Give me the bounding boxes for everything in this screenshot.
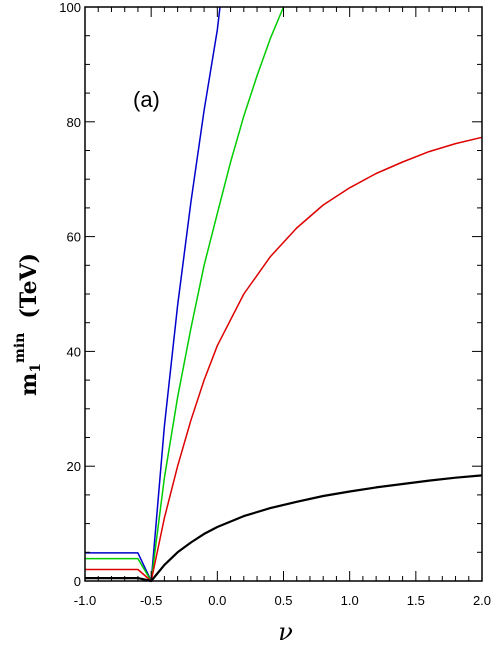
y-tick-label: 0 <box>74 574 81 589</box>
series-line-4 <box>85 474 483 583</box>
panel-label: (a) <box>133 87 160 112</box>
x-tick-label: 1.0 <box>341 593 359 608</box>
x-tick-label: 0.5 <box>274 593 292 608</box>
x-tick-label: 1.5 <box>407 593 425 608</box>
y-tick-label: 80 <box>67 115 81 130</box>
x-tick-label: 0.0 <box>208 593 226 608</box>
y-axis-label-sub: 1 <box>28 363 44 373</box>
y-tick-label: 20 <box>67 459 81 474</box>
series-line-3 <box>85 136 483 582</box>
x-tick-label: -1.0 <box>74 593 96 608</box>
svg-text:m1min(TeV): m1min (TeV) <box>12 253 44 396</box>
y-axis-label-main: m <box>16 373 42 396</box>
y-axis-label-unit: (TeV) <box>16 253 42 319</box>
series-line-1 <box>85 6 221 582</box>
y-axis-label-sup: min <box>12 333 28 363</box>
y-tick-label: 40 <box>67 344 81 359</box>
x-tick-label: 2.0 <box>473 593 491 608</box>
x-tick-label: -0.5 <box>140 593 162 608</box>
y-tick-label: 100 <box>59 0 81 15</box>
ticks-layer: -1.0 -0.5 0.0 0.5 1.0 1.5 2.0 0 20 40 60 80 100 <box>59 0 491 608</box>
x-axis-label: ν <box>278 618 293 646</box>
series-line-2 <box>85 6 285 582</box>
y-tick-label: 60 <box>67 230 81 245</box>
y-axis-label: m1min (TeV) <box>12 253 44 396</box>
